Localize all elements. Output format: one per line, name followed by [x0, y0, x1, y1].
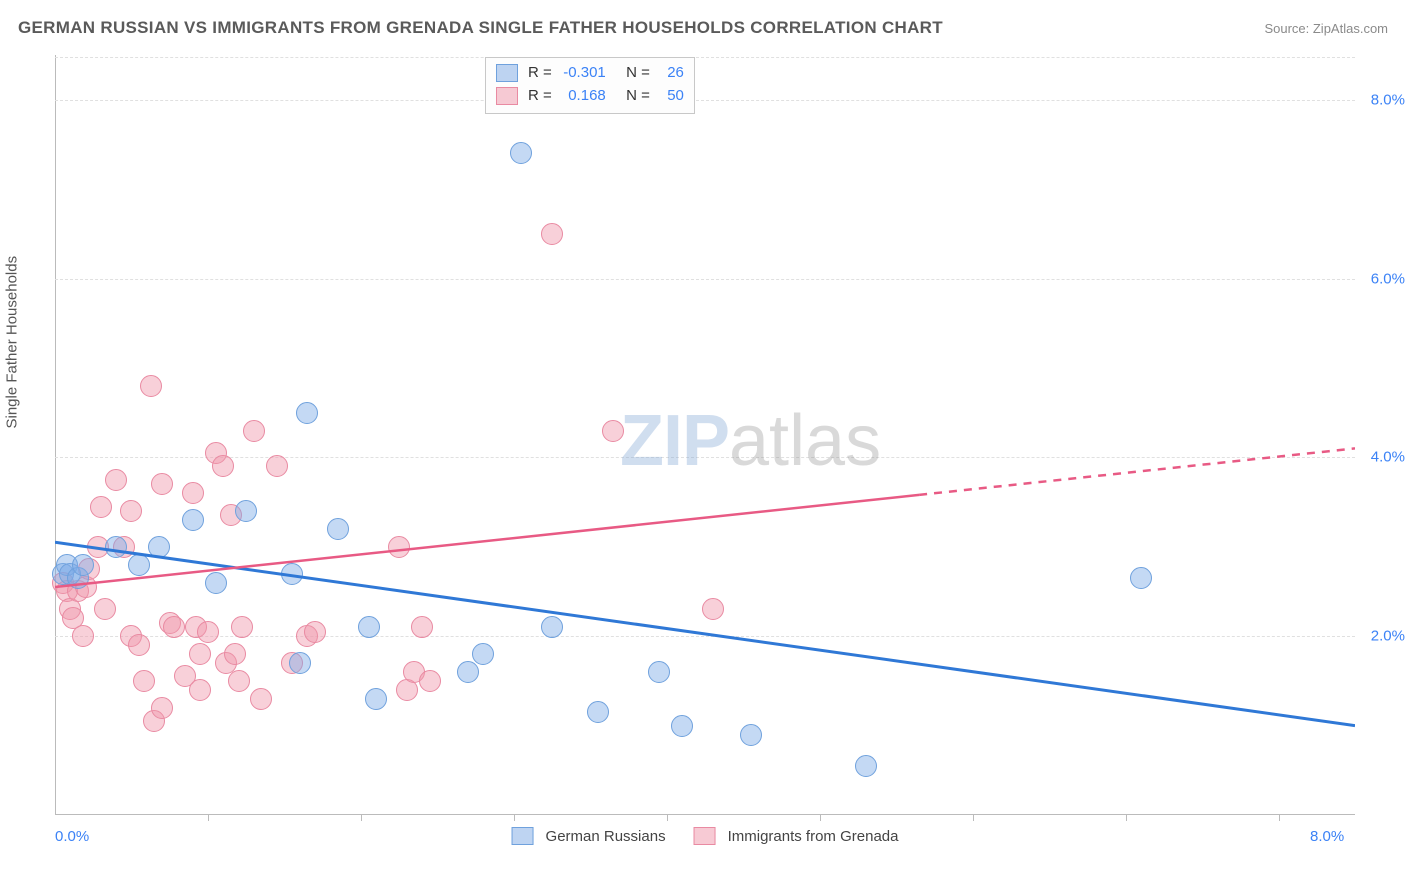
legend-label: Immigrants from Grenada: [728, 828, 899, 845]
chart-source: Source: ZipAtlas.com: [1264, 21, 1388, 36]
n-value: 26: [656, 62, 684, 85]
y-tick-label: 8.0%: [1371, 91, 1405, 108]
chart-legend: German Russians Immigrants from Grenada: [512, 827, 899, 845]
n-label: N =: [626, 62, 650, 85]
y-tick-label: 2.0%: [1371, 628, 1405, 645]
x-tick-mark: [1279, 815, 1280, 821]
correlation-stats: R = -0.301 N = 26 R = 0.168 N = 50: [485, 57, 695, 114]
x-corner-label: 8.0%: [1310, 828, 1344, 845]
x-tick-mark: [667, 815, 668, 821]
x-tick-mark: [973, 815, 974, 821]
x-tick-mark: [514, 815, 515, 821]
x-tick-mark: [1126, 815, 1127, 821]
r-value: -0.301: [558, 62, 606, 85]
legend-item: Immigrants from Grenada: [694, 827, 899, 845]
legend-item: German Russians: [512, 827, 666, 845]
chart-title: GERMAN RUSSIAN VS IMMIGRANTS FROM GRENAD…: [18, 18, 943, 38]
swatch-icon: [512, 827, 534, 845]
r-label: R =: [528, 62, 552, 85]
scatter-chart: German RussiansImmigrants from Grenada 2…: [55, 55, 1355, 815]
x-tick-mark: [361, 815, 362, 821]
swatch-icon: [694, 827, 716, 845]
stats-row: R = -0.301 N = 26: [496, 62, 684, 85]
swatch-icon: [496, 87, 518, 105]
y-axis-label: Single Father Households: [4, 256, 21, 429]
n-label: N =: [626, 85, 650, 108]
y-tick-label: 4.0%: [1371, 449, 1405, 466]
r-label: R =: [528, 85, 552, 108]
trend-lines: [55, 55, 1355, 815]
stats-row: R = 0.168 N = 50: [496, 85, 684, 108]
x-tick-mark: [820, 815, 821, 821]
y-tick-label: 6.0%: [1371, 270, 1405, 287]
x-corner-label: 0.0%: [55, 828, 89, 845]
x-tick-mark: [208, 815, 209, 821]
n-value: 50: [656, 85, 684, 108]
chart-header: GERMAN RUSSIAN VS IMMIGRANTS FROM GRENAD…: [18, 18, 1388, 38]
legend-label: German Russians: [546, 828, 666, 845]
r-value: 0.168: [558, 85, 606, 108]
swatch-icon: [496, 64, 518, 82]
